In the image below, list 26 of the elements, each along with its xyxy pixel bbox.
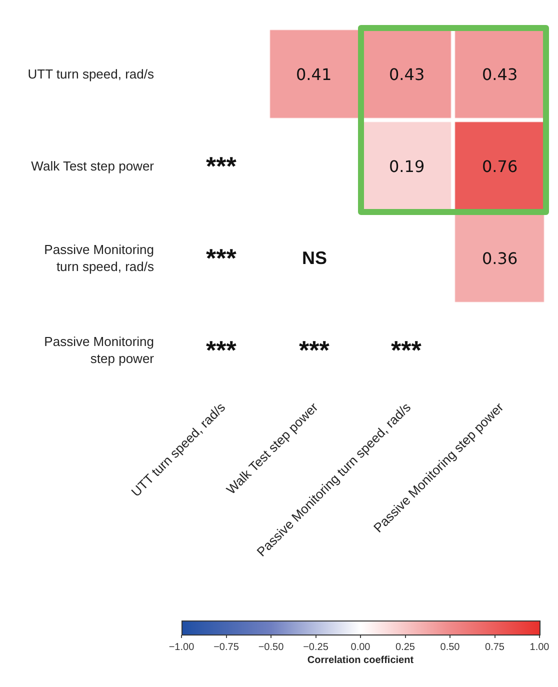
text: ***: [206, 335, 236, 365]
text: NS: [302, 248, 328, 268]
color-bar-label: −0.25: [303, 642, 329, 653]
y-tick-label: Passive Monitoring turn speed, rad/s: [44, 242, 154, 274]
text: ***: [206, 151, 236, 181]
color-bar-label: −0.75: [214, 642, 240, 653]
data-label: 0.43: [389, 65, 425, 84]
color-bar-label: 0.75: [485, 642, 505, 653]
text: ***: [299, 335, 330, 365]
text: ***: [391, 335, 422, 365]
y-tick-label: Walk Test step power: [31, 158, 155, 174]
color-bar-label: −1.00: [168, 642, 195, 653]
color-bar-label: 0.25: [396, 642, 416, 653]
color-bar-title: Correlation coefficient: [307, 655, 414, 666]
data-label: 0.43: [482, 65, 518, 84]
y-tick-label: UTT turn speed, rad/s: [28, 66, 154, 82]
data-label: 0.76: [482, 157, 518, 176]
color-bar-label: −0.50: [258, 642, 284, 653]
text: ***: [206, 243, 236, 273]
color-bar-label: 1.00: [530, 642, 550, 653]
data-label: 0.41: [296, 65, 332, 84]
y-tick-label: Passive Monitoring step power: [44, 334, 155, 366]
data-label: 0.19: [389, 157, 425, 176]
color-bar-label: 0.50: [440, 642, 460, 653]
color-bar-label: 0.00: [350, 642, 371, 653]
data-label: 0.36: [482, 249, 518, 268]
